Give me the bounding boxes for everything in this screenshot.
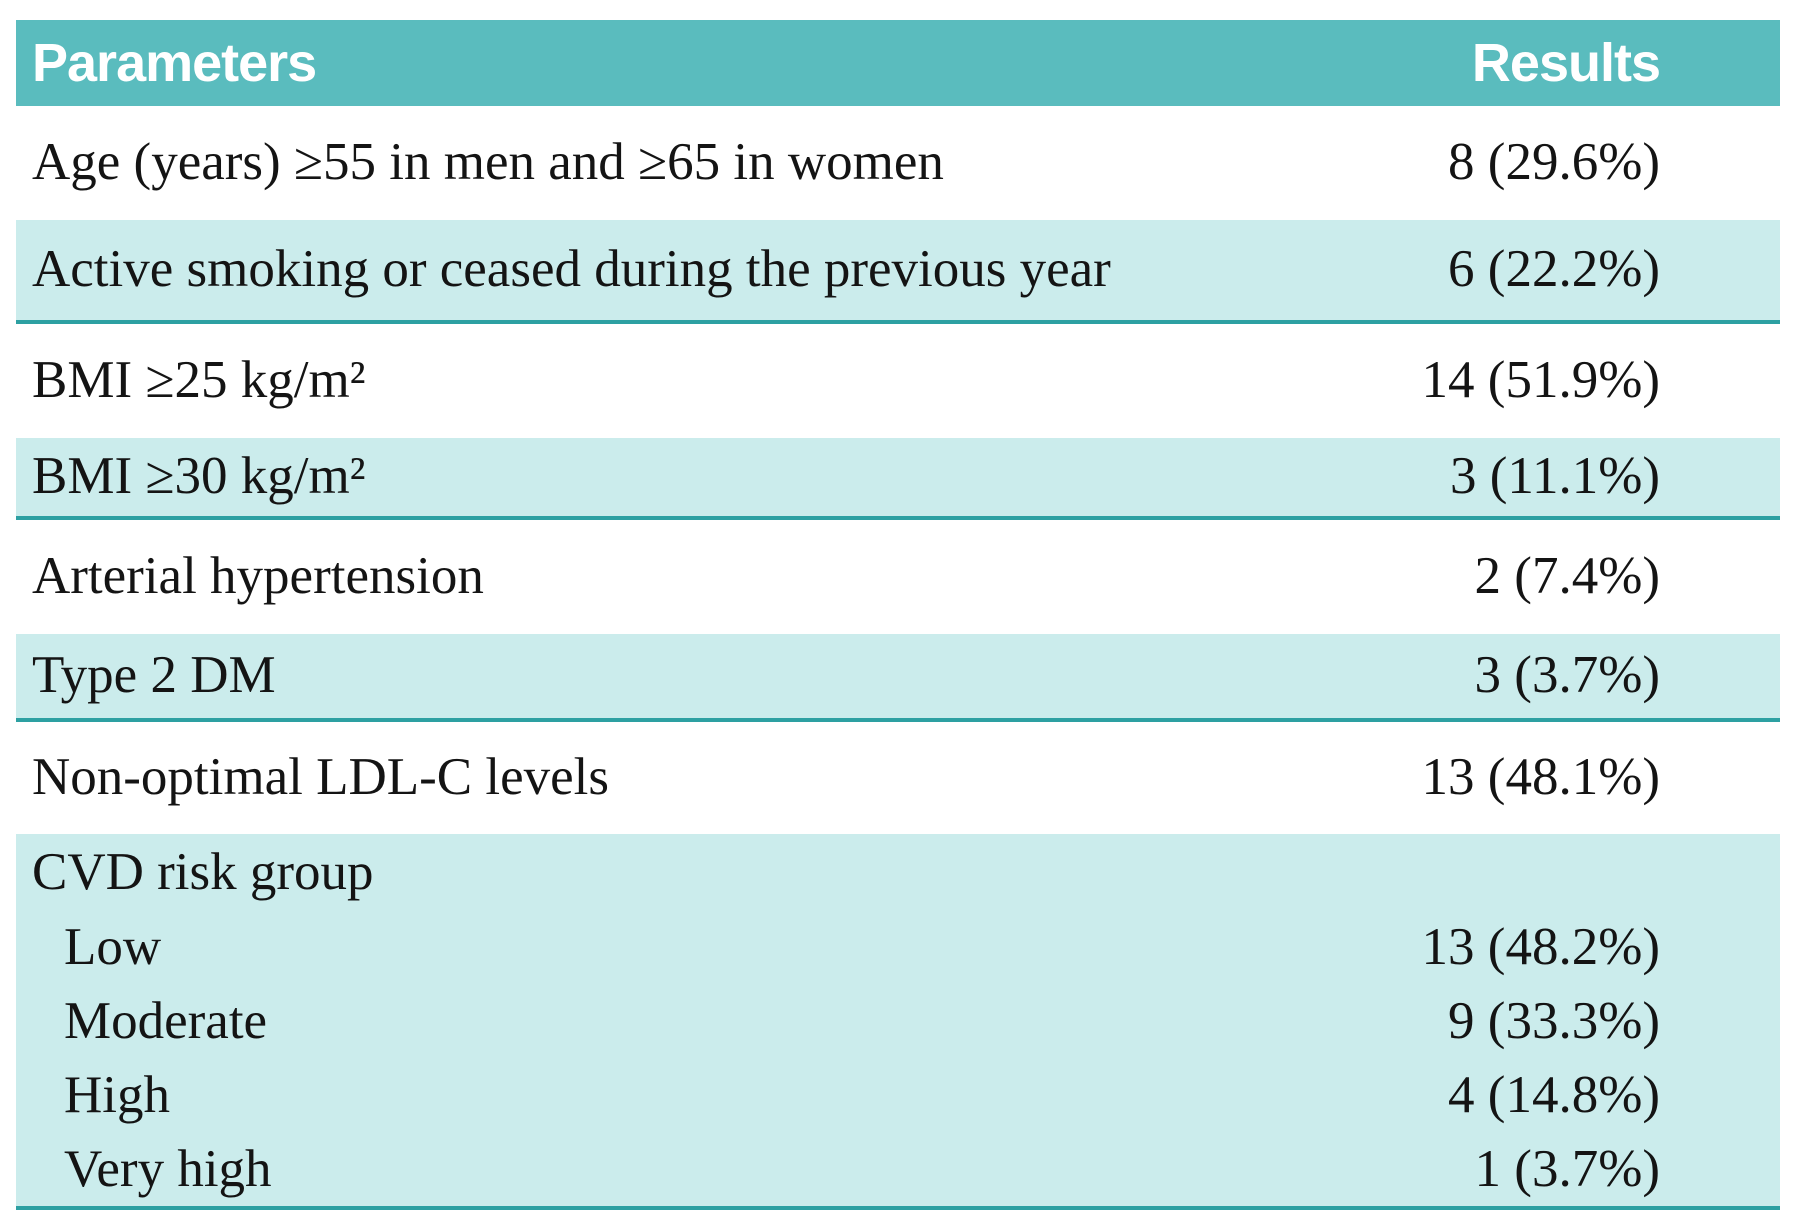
- result-cell: 9 (33.3%): [1448, 992, 1660, 1050]
- parameter-cell: Non-optimal LDL-C levels: [32, 748, 609, 807]
- column-header-parameters: Parameters: [32, 33, 317, 93]
- table-subrow: Very high 1 (3.7%): [16, 1132, 1780, 1206]
- table-row: Type 2 DM 3 (3.7%): [16, 634, 1780, 722]
- result-cell: 14 (51.9%): [1421, 351, 1660, 410]
- table-row: BMI ≥25 kg/m² 14 (51.9%): [16, 324, 1780, 438]
- result-cell: 8 (29.6%): [1448, 133, 1660, 192]
- parameter-cell: Active smoking or ceased during the prev…: [32, 240, 1111, 299]
- result-cell: 1 (3.7%): [1474, 1140, 1660, 1198]
- parameter-cell: Moderate: [64, 992, 268, 1050]
- parameter-cell: BMI ≥30 kg/m²: [32, 447, 366, 506]
- cvd-risk-group-section: CVD risk group Low 13 (48.2%) Moderate 9…: [16, 834, 1780, 1210]
- result-cell: 3 (11.1%): [1450, 447, 1660, 506]
- parameter-cell: Arterial hypertension: [32, 547, 484, 606]
- column-header-results: Results: [1471, 33, 1661, 93]
- table-subrow: High 4 (14.8%): [16, 1058, 1780, 1132]
- table-subrow: Moderate 9 (33.3%): [16, 984, 1780, 1058]
- table-row: Age (years) ≥55 in men and ≥65 in women …: [16, 106, 1780, 220]
- parameters-results-table: Parameters Results Age (years) ≥55 in me…: [16, 20, 1780, 1210]
- table-row: Non-optimal LDL-C levels 13 (48.1%): [16, 722, 1780, 834]
- parameter-cell: BMI ≥25 kg/m²: [32, 351, 366, 410]
- result-cell: 3 (3.7%): [1474, 646, 1660, 705]
- parameter-cell: Age (years) ≥55 in men and ≥65 in women: [32, 133, 944, 192]
- parameter-cell: Low: [64, 918, 162, 976]
- result-cell: 13 (48.2%): [1421, 918, 1660, 976]
- table-row: Arterial hypertension 2 (7.4%): [16, 520, 1780, 634]
- parameter-cell: Type 2 DM: [32, 646, 276, 705]
- table-row: BMI ≥30 kg/m² 3 (11.1%): [16, 438, 1780, 520]
- table-row: Active smoking or ceased during the prev…: [16, 220, 1780, 324]
- result-cell: 13 (48.1%): [1421, 748, 1660, 807]
- parameter-cell: Very high: [64, 1140, 272, 1198]
- result-cell: 4 (14.8%): [1448, 1066, 1660, 1124]
- result-cell: 6 (22.2%): [1448, 240, 1660, 299]
- result-cell: 2 (7.4%): [1474, 547, 1660, 606]
- table-row: CVD risk group: [16, 834, 1780, 910]
- parameter-cell: CVD risk group: [32, 843, 374, 901]
- table-subrow: Low 13 (48.2%): [16, 910, 1780, 984]
- parameter-cell: High: [64, 1066, 170, 1124]
- table-header-row: Parameters Results: [16, 20, 1780, 106]
